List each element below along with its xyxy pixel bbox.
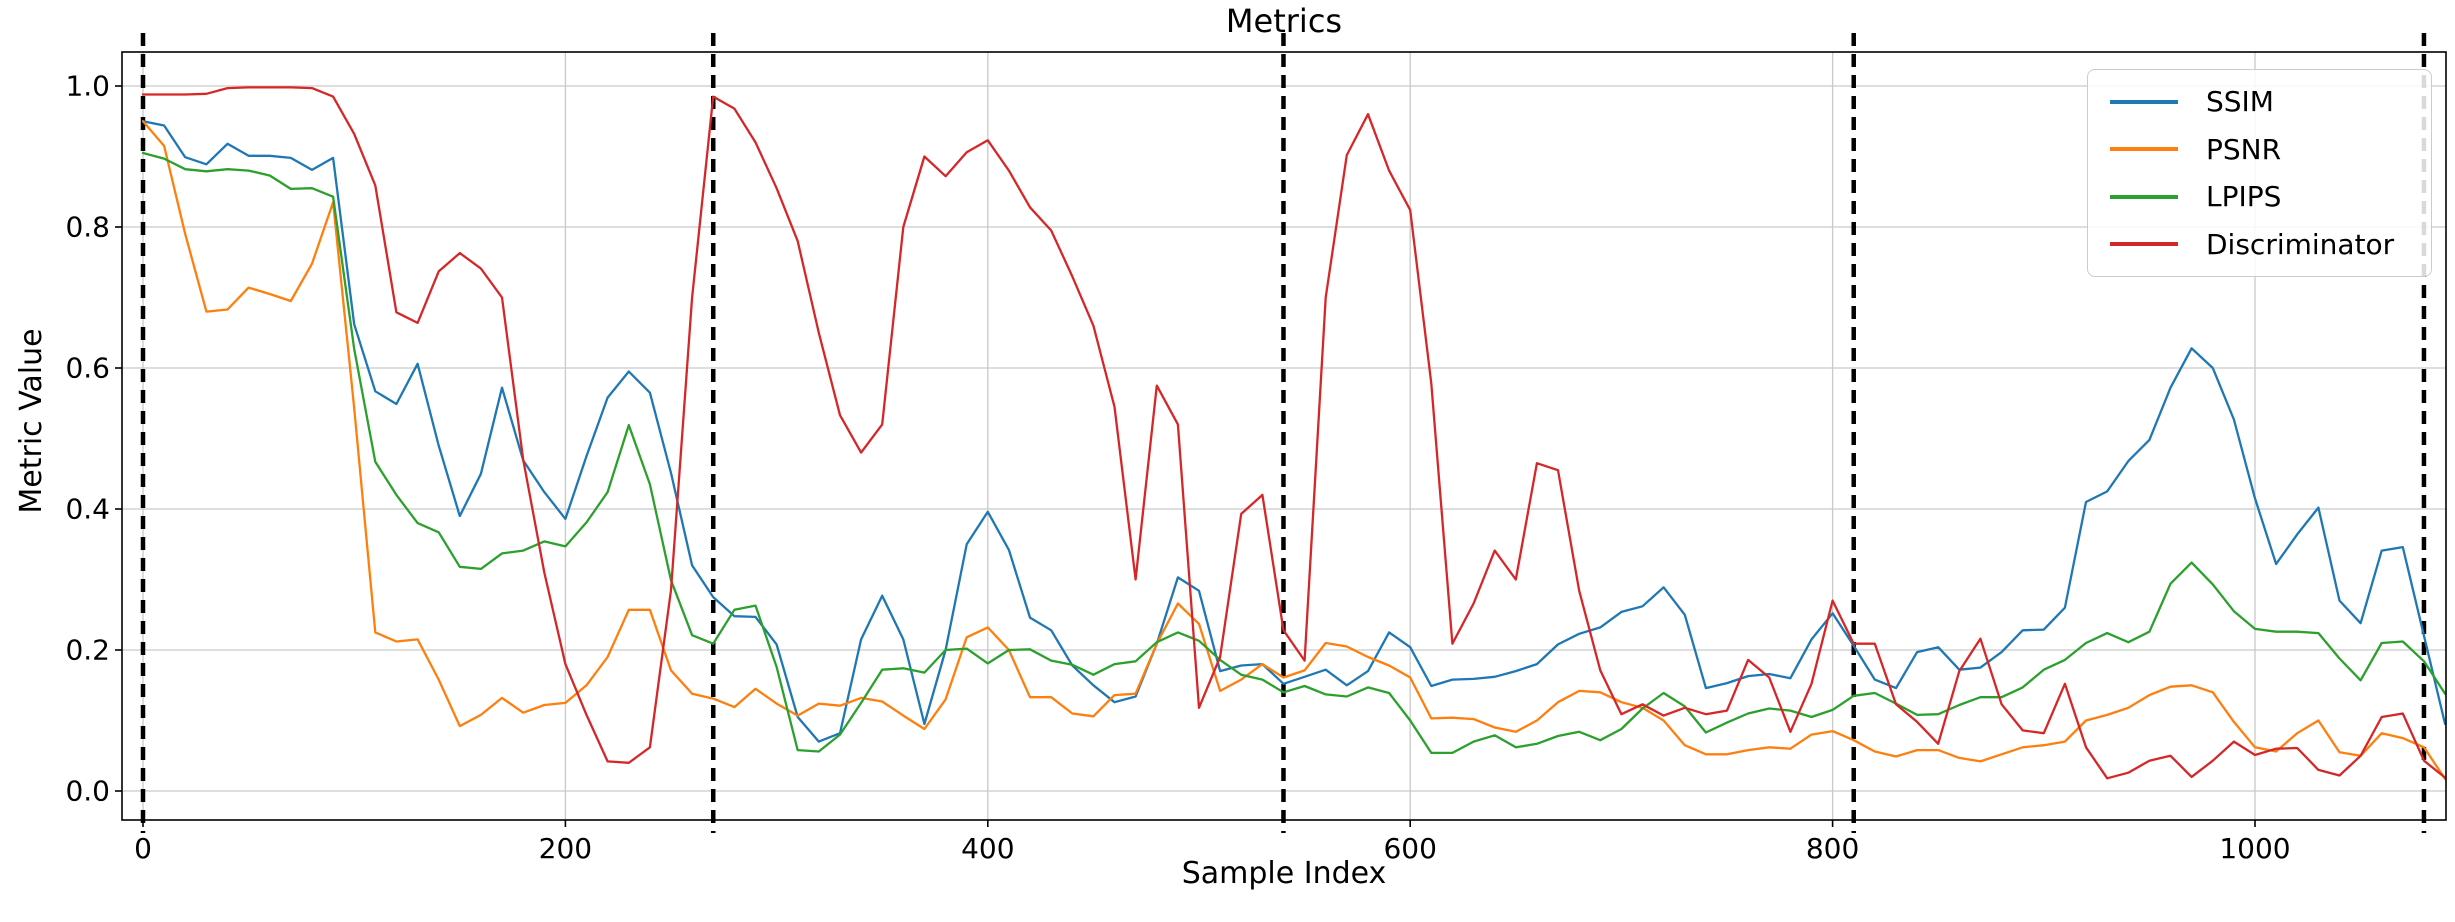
legend-label: PSNR: [2206, 132, 2282, 166]
xtick-label: 400: [961, 832, 1015, 865]
xtick-label: 200: [538, 832, 593, 865]
series-line-lpips: [141, 151, 2446, 755]
legend-label: LPIPS: [2206, 180, 2282, 214]
ytick-label: 0.0: [65, 774, 110, 808]
legend-label: SSIM: [2206, 85, 2274, 119]
ytick-label: 0.6: [65, 351, 110, 385]
xtick-label: 600: [1383, 832, 1437, 865]
ytick-label: 0.8: [65, 210, 110, 244]
legend-row: SSIM: [2088, 79, 2431, 125]
xtick-label: 800: [1805, 832, 1860, 865]
legend-line-swatch: [2110, 99, 2178, 104]
xtick-label: 1000: [2219, 832, 2291, 865]
chart-title: Metrics: [1225, 2, 1343, 40]
axes-spines: [121, 51, 2447, 821]
legend-row: LPIPS: [2088, 174, 2431, 220]
xtick-label: 0: [134, 832, 152, 865]
ytick-label: 0.2: [65, 633, 110, 667]
series-line-ssim: [141, 120, 2446, 743]
x-axis-label: Sample Index: [1181, 856, 1387, 891]
legend-line-swatch: [2110, 147, 2178, 152]
series-line-discriminator: [141, 86, 2446, 780]
ytick-label: 1.0: [65, 69, 110, 103]
legend-row: Discriminator: [2088, 221, 2431, 267]
legend-label: Discriminator: [2206, 227, 2395, 261]
legend-row: PSNR: [2088, 126, 2431, 172]
series-line-psnr: [141, 120, 2446, 781]
legend-line-swatch: [2110, 194, 2178, 199]
y-axis-label: Metric Value: [14, 328, 49, 514]
ytick-label: 0.4: [65, 492, 110, 526]
legend: SSIM PSNR LPIPS Discriminator: [2087, 69, 2432, 277]
legend-line-swatch: [2110, 242, 2178, 247]
